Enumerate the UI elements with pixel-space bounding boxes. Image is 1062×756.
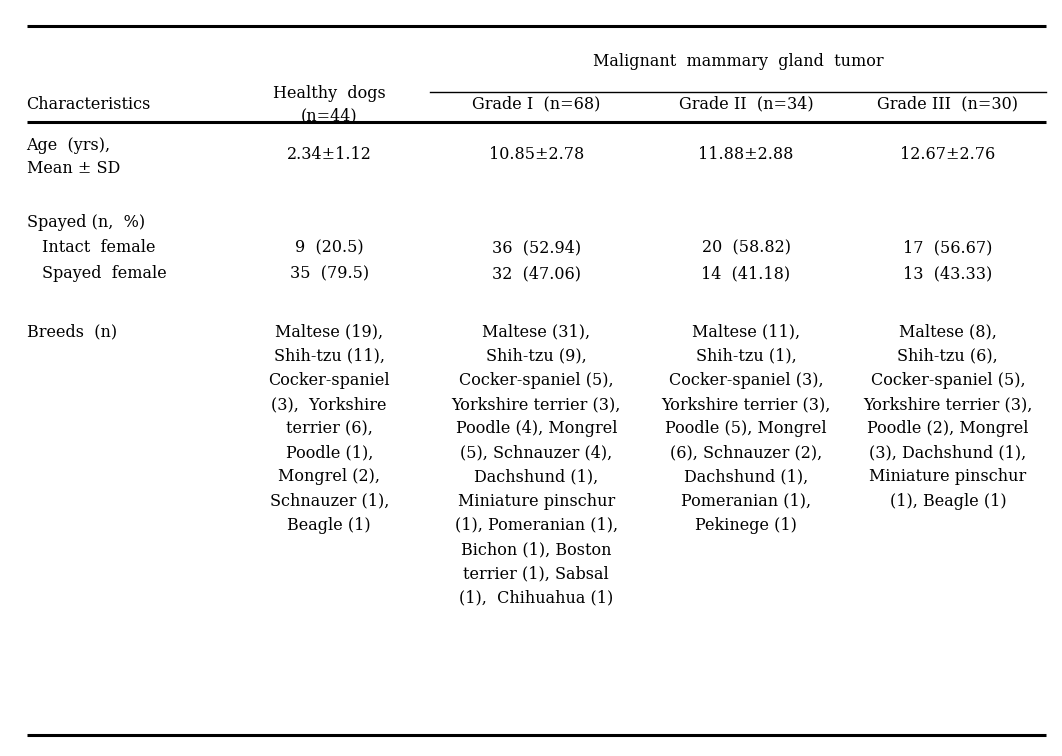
Text: Maltese (31),
Shih-tzu (9),
Cocker-spaniel (5),
Yorkshire terrier (3),
Poodle (4: Maltese (31), Shih-tzu (9), Cocker-spani… <box>451 324 621 606</box>
Text: 11.88±2.88: 11.88±2.88 <box>699 147 793 163</box>
Text: Healthy  dogs
(n=44): Healthy dogs (n=44) <box>273 85 386 124</box>
Text: Maltese (8),
Shih-tzu (6),
Cocker-spaniel (5),
Yorkshire terrier (3),
Poodle (2): Maltese (8), Shih-tzu (6), Cocker-spanie… <box>863 324 1032 510</box>
Text: Grade II  (n=34): Grade II (n=34) <box>679 96 813 113</box>
Text: Grade III  (n=30): Grade III (n=30) <box>877 96 1018 113</box>
Text: Intact  female: Intact female <box>42 240 156 256</box>
Text: Malignant  mammary  gland  tumor: Malignant mammary gland tumor <box>593 54 884 70</box>
Text: Grade I  (n=68): Grade I (n=68) <box>473 96 600 113</box>
Text: 14  (41.18): 14 (41.18) <box>702 265 790 282</box>
Text: 2.34±1.12: 2.34±1.12 <box>287 147 372 163</box>
Text: Characteristics: Characteristics <box>27 96 151 113</box>
Text: Age  (yrs),
Mean ± SD: Age (yrs), Mean ± SD <box>27 137 120 178</box>
Text: 20  (58.82): 20 (58.82) <box>702 240 790 256</box>
Text: 17  (56.67): 17 (56.67) <box>903 240 993 256</box>
Text: Maltese (11),
Shih-tzu (1),
Cocker-spaniel (3),
Yorkshire terrier (3),
Poodle (5: Maltese (11), Shih-tzu (1), Cocker-spani… <box>662 324 830 534</box>
Text: 12.67±2.76: 12.67±2.76 <box>901 147 995 163</box>
Text: 9  (20.5): 9 (20.5) <box>295 240 363 256</box>
Text: 36  (52.94): 36 (52.94) <box>492 240 581 256</box>
Text: 32  (47.06): 32 (47.06) <box>492 265 581 282</box>
Text: Spayed  female: Spayed female <box>42 265 167 282</box>
Text: 35  (79.5): 35 (79.5) <box>290 265 369 282</box>
Text: Spayed (n,  %): Spayed (n, %) <box>27 214 144 231</box>
Text: 13  (43.33): 13 (43.33) <box>903 265 993 282</box>
Text: Breeds  (n): Breeds (n) <box>27 324 117 340</box>
Text: 10.85±2.78: 10.85±2.78 <box>489 147 584 163</box>
Text: Maltese (19),
Shih-tzu (11),
Cocker-spaniel
(3),  Yorkshire
terrier (6),
Poodle : Maltese (19), Shih-tzu (11), Cocker-span… <box>269 324 390 534</box>
